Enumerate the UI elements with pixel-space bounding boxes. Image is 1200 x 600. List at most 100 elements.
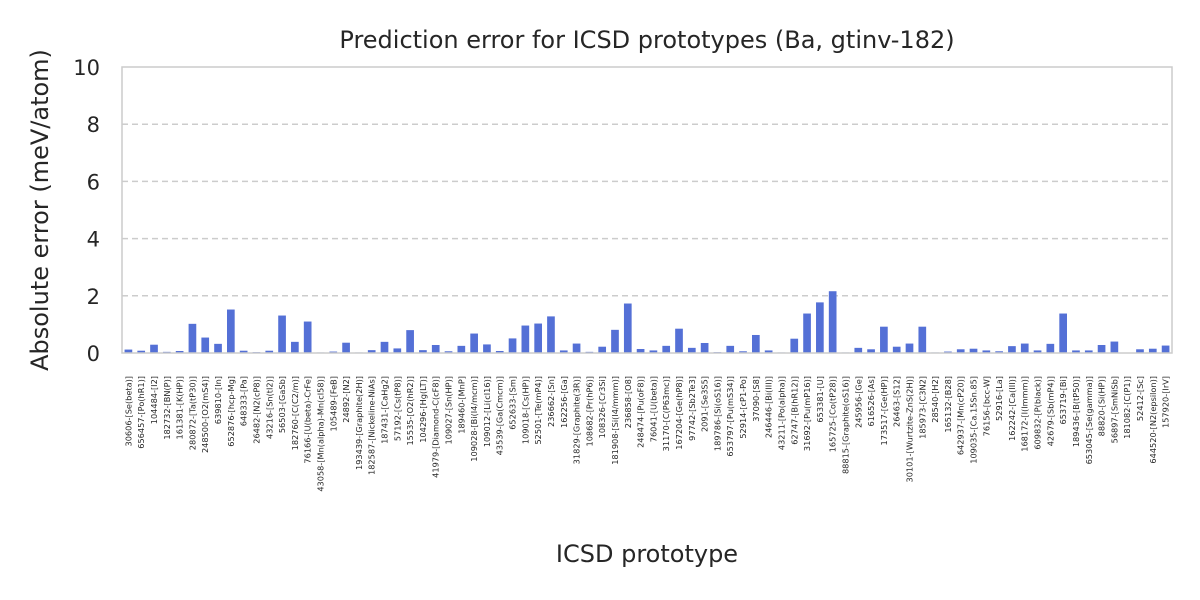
x-tick-label: 15535-[O2(hR2)] <box>405 376 415 446</box>
bar <box>700 342 709 353</box>
x-tick-label: 104484-[I2] <box>149 376 159 424</box>
x-tick-label: 28540-[H2] <box>930 376 940 423</box>
x-tick-label: 109028-[Bi(I4/mcm)] <box>469 376 479 462</box>
x-tick-label: 108326-[Cr3Si] <box>597 376 607 438</box>
bar <box>1008 346 1016 353</box>
x-tick-label: 105489-[FeB] <box>328 376 338 432</box>
x-tick-label: 88815-[Graphite(oS16)] <box>840 376 850 474</box>
x-tick-label: 26482-[N2(cP8)] <box>251 376 261 444</box>
bar <box>188 323 197 353</box>
x-tick-label: 109012-[Li(cI16)] <box>482 376 492 447</box>
bar <box>1072 350 1080 353</box>
x-tick-label: 187431-[CaHg2] <box>380 376 390 444</box>
x-tick-label: 109035-[Ca.15Sn.85] <box>969 376 979 464</box>
bar <box>1148 348 1157 353</box>
x-tick-label: 30606-[Se(beta)] <box>123 376 133 446</box>
y-tick-label: 4 <box>87 228 100 252</box>
x-tick-label: 182732-[BN(P)] <box>162 376 172 440</box>
x-tick-label: 182760-[C(C2/m)] <box>290 376 300 450</box>
x-tick-label: 43216-[Sn(tI2)] <box>264 376 274 439</box>
x-tick-label: 26463-[S12] <box>892 376 902 427</box>
bar <box>457 345 466 353</box>
y-tick-label: 0 <box>87 342 100 366</box>
bar <box>470 333 478 353</box>
x-tick-label: 76041-[U(beta)] <box>648 376 658 442</box>
x-tick-label: 653381-[U] <box>815 376 825 423</box>
x-tick-label: 52914-[cP1-Po] <box>738 376 748 439</box>
bar <box>649 350 658 353</box>
plot-frame <box>121 66 1173 354</box>
x-tick-label: 652633-[Sm] <box>508 376 518 430</box>
bar <box>150 344 158 353</box>
x-tick-label: 189460-[MnP] <box>456 376 466 434</box>
chart-title: Prediction error for ICSD prototypes (Ba… <box>339 26 955 54</box>
bar <box>880 326 888 353</box>
bar <box>854 347 863 353</box>
bar <box>419 350 427 353</box>
x-tick-label: 88820-[Si(HP)] <box>1097 376 1107 436</box>
bar <box>214 343 222 353</box>
bar <box>393 348 402 353</box>
x-tick-label: 43211-[Po(alpha)] <box>776 376 786 450</box>
bar <box>124 349 133 353</box>
bar <box>278 315 286 353</box>
x-tick-label: 653719-[Bi] <box>1058 376 1068 425</box>
bar <box>380 341 389 353</box>
x-tick-label: 161381-[K(HP)] <box>175 376 185 439</box>
bar <box>1046 343 1055 353</box>
bar <box>764 350 773 353</box>
x-tick-label: 181082-[C(P1)] <box>1122 376 1132 439</box>
bar <box>828 291 837 353</box>
x-tick-label: 109027-[Sn(HP)] <box>444 376 454 444</box>
x-tick-label: 52412-[Sc] <box>1135 376 1145 421</box>
bar <box>726 345 735 353</box>
y-axis-ticks: 0 2 4 6 8 10 <box>73 56 100 366</box>
x-tick-label: 56503-[GaSb] <box>277 376 287 433</box>
x-tick-label: 189436-[B(tP50)] <box>1071 376 1081 447</box>
y-tick-label: 6 <box>87 170 100 194</box>
bar <box>265 350 274 353</box>
x-tick-label: 181908-[Si(I4/mmm)] <box>610 376 620 465</box>
bar <box>521 325 530 353</box>
bar <box>572 343 581 353</box>
x-tick-label: 37090-[S8] <box>751 376 761 422</box>
bar <box>547 316 555 353</box>
x-tick-label: 42679-[Sb(mP4)] <box>1045 376 1055 446</box>
x-tick-label: 656457-[Po(hR1)] <box>136 376 146 449</box>
x-tick-label: 76166-[U(beta)-CrFe] <box>303 376 313 464</box>
bar <box>598 346 607 353</box>
y-tick-label: 10 <box>73 56 100 80</box>
x-tick-label: 185973-[C3N2] <box>917 376 927 439</box>
bar <box>291 341 299 353</box>
x-tick-label: 609832-[P(black)] <box>1033 376 1043 450</box>
bar <box>623 303 632 353</box>
bar <box>892 346 901 353</box>
x-tick-label: 189786-[Si(oS16)] <box>712 376 722 451</box>
bar <box>867 349 875 353</box>
x-tick-label: 236858-[O8] <box>623 376 633 428</box>
bars <box>124 291 1170 353</box>
x-axis-label: ICSD prototype <box>555 540 739 568</box>
bar <box>406 330 414 353</box>
bar <box>739 351 747 353</box>
bar <box>611 329 619 353</box>
y-tick-label: 8 <box>87 113 100 137</box>
x-tick-label: 653045-[Se(gamma)] <box>1084 376 1094 464</box>
bar <box>367 350 376 353</box>
bar <box>995 351 1003 353</box>
x-tick-label: 157920-[IrV] <box>1161 376 1171 428</box>
bar <box>1020 343 1029 353</box>
bar <box>342 342 350 353</box>
bar <box>175 350 184 353</box>
x-tick-label: 165132-[B28] <box>943 376 953 433</box>
bar <box>303 321 312 353</box>
x-tick-label: 280872-[Ta(tP30)] <box>187 376 197 450</box>
x-axis-ticks: 30606-[Se(beta)] 656457-[Po(hR1)] 104484-[… <box>123 376 1170 492</box>
x-tick-label: 193439-[Graphite(2H)] <box>354 376 364 470</box>
bar <box>431 344 440 353</box>
bar <box>969 348 978 353</box>
bar <box>918 326 927 353</box>
x-tick-label: 167204-[Ge(hP8)] <box>674 376 684 450</box>
x-tick-label: 104296-[Hg(LT)] <box>418 376 428 443</box>
